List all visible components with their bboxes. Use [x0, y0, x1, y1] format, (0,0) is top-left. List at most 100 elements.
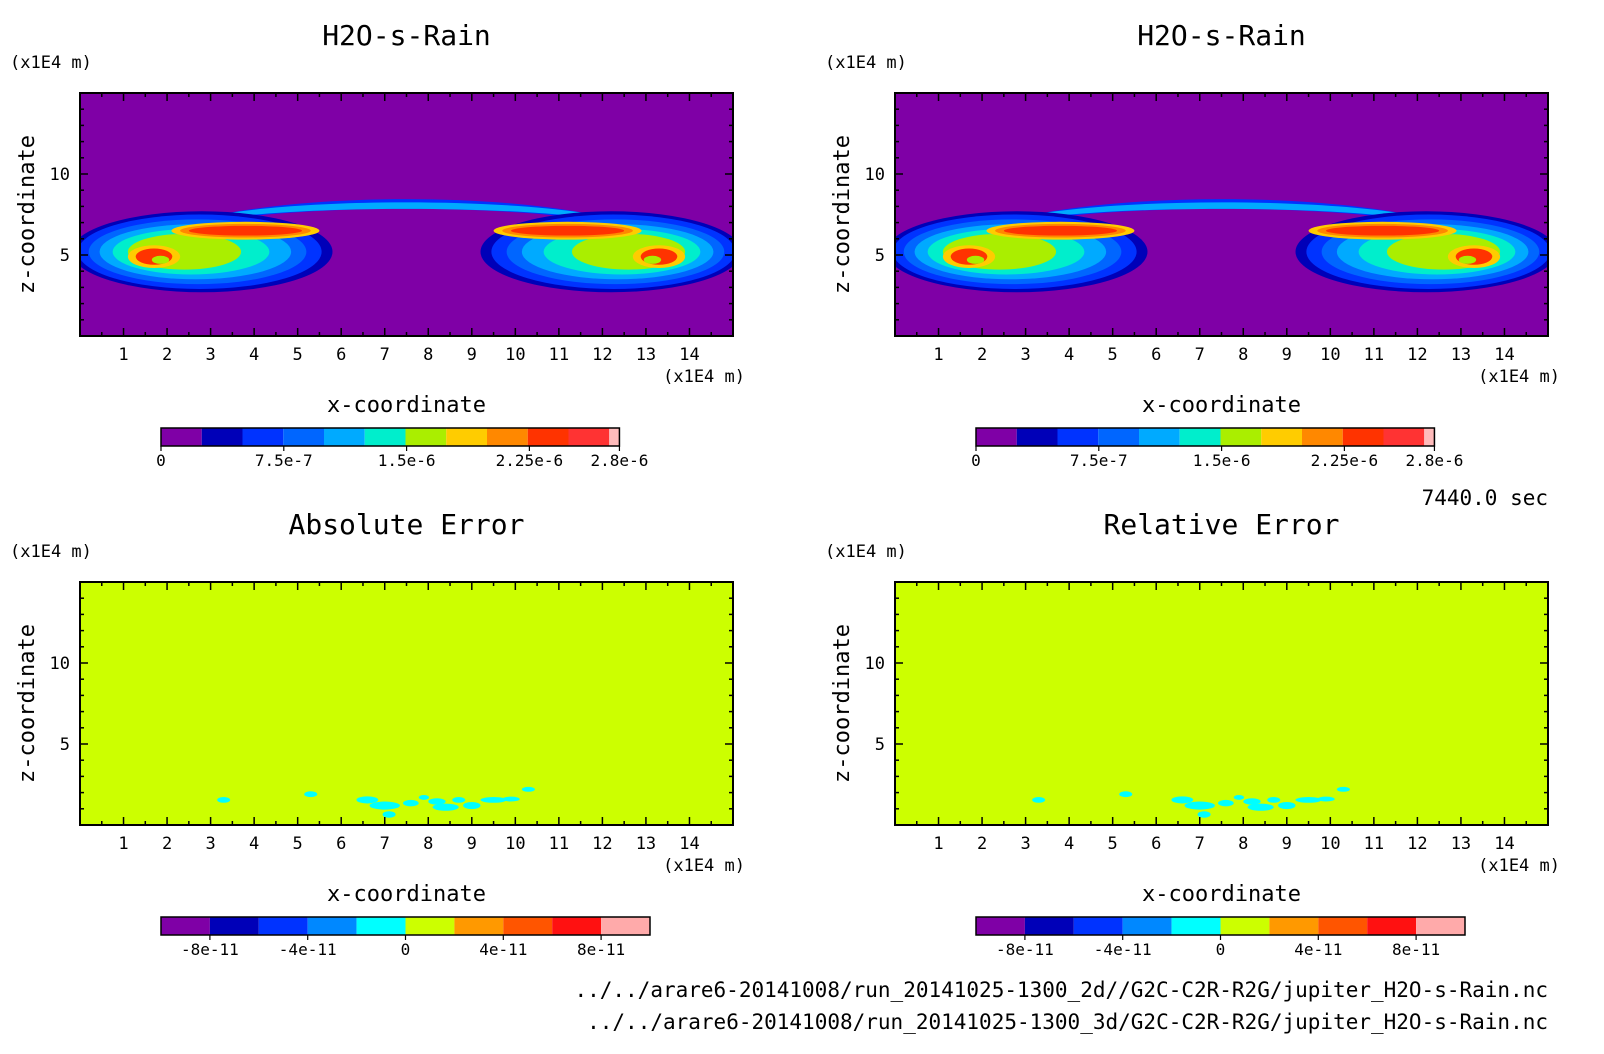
contour-field	[80, 582, 733, 825]
panel-title: Relative Error	[1103, 508, 1339, 541]
error-patch	[1267, 796, 1281, 803]
x-tick-label: 1	[933, 834, 943, 854]
error-patch	[382, 811, 396, 818]
panel-p1: H2O-s-Rain (x1E4 m) (x1E4 m) x-coordinate z-…	[10, 19, 745, 470]
x-tick-label: 3	[1020, 345, 1030, 365]
x-tick-label: 6	[336, 345, 346, 365]
x-tick-label: 5	[1108, 834, 1118, 854]
colorbar: 0 7.5e-7 1.5e-6 2.25e-6 2.8e-6	[156, 427, 648, 470]
colorbar-segment	[976, 917, 1025, 935]
x-tick-label: 12	[1407, 345, 1427, 365]
time-label: 7440.0 sec	[1422, 486, 1548, 510]
canopy-core	[167, 202, 646, 230]
colorbar-segment	[283, 428, 324, 446]
colorbar-segment	[242, 428, 284, 446]
x-tick-label: 5	[293, 834, 303, 854]
colorbar-tick-label: 0	[156, 451, 166, 470]
error-patch	[418, 795, 430, 800]
error-patch	[1197, 811, 1211, 818]
colorbar-segment	[1179, 428, 1221, 446]
error-patch	[356, 796, 379, 804]
error-patch	[403, 799, 419, 807]
colorbar-segment	[1424, 428, 1435, 446]
x-axis-label: x-coordinate	[327, 882, 486, 907]
colorbar-frame	[160, 427, 621, 447]
error-patch	[1278, 801, 1296, 810]
y-unit-label: (x1E4 m)	[10, 53, 92, 73]
colorbar-segment	[976, 428, 1017, 446]
colorbar-segment	[324, 428, 365, 446]
x-tick-label: 4	[1064, 345, 1074, 365]
colorbar-segment	[405, 428, 447, 446]
x-tick-label: 3	[205, 345, 215, 365]
panel-p4: Relative Error (x1E4 m) (x1E4 m) x-coordina…	[825, 508, 1560, 959]
colorbar-segment	[1024, 917, 1074, 935]
error-patch	[521, 786, 535, 792]
colorbar-segment	[1073, 917, 1123, 935]
x-unit-label: (x1E4 m)	[1478, 856, 1560, 876]
colorbar-segment	[1122, 917, 1172, 935]
x-tick-label: 13	[636, 834, 656, 854]
colorbar-tick-label: -8e-11	[181, 940, 239, 959]
x-tick-label: 1	[118, 834, 128, 854]
contour-field	[895, 582, 1548, 825]
x-tick-label: 8	[1238, 345, 1248, 365]
band-core	[510, 225, 625, 236]
x-tick-label: 10	[505, 345, 525, 365]
x-tick-label: 8	[423, 834, 433, 854]
colorbar-segment	[161, 428, 202, 446]
x-tick-label: 2	[162, 834, 172, 854]
colorbar-segment	[1269, 917, 1319, 935]
y-tick-label: 10	[865, 165, 885, 185]
error-patch	[1317, 796, 1335, 802]
colorbar-segment	[161, 917, 210, 935]
x-unit-label: (x1E4 m)	[663, 367, 745, 387]
colorbar-tick-label: 2.25e-6	[496, 451, 563, 470]
colorbar-tick-label: 0	[401, 940, 411, 959]
x-tick-label: 8	[423, 345, 433, 365]
colorbar: -8e-11 -4e-11 0 4e-11 8e-11	[160, 916, 651, 959]
x-tick-label: 5	[293, 345, 303, 365]
y-axis-label: z-coordinate	[15, 135, 40, 294]
x-tick-label: 7	[380, 345, 390, 365]
error-patch	[463, 801, 481, 810]
colorbar-tick-label: -4e-11	[1094, 940, 1152, 959]
x-tick-label: 6	[336, 834, 346, 854]
x-axis-label: x-coordinate	[1142, 393, 1301, 418]
error-patch	[1243, 798, 1261, 805]
band-core	[1003, 225, 1118, 236]
error-patch	[480, 796, 507, 803]
x-tick-label: 14	[1494, 834, 1514, 854]
colorbar-tick-label: 8e-11	[577, 940, 625, 959]
colorbar-segment	[609, 428, 620, 446]
colorbar-tick-label: 0	[1216, 940, 1226, 959]
swirl-eye	[151, 255, 170, 264]
x-tick-label: 2	[162, 345, 172, 365]
x-tick-label: 9	[467, 345, 477, 365]
colorbar-segment	[1383, 428, 1425, 446]
error-patch	[1171, 796, 1194, 804]
y-axis-label: z-coordinate	[830, 624, 855, 783]
x-unit-label: (x1E4 m)	[1478, 367, 1560, 387]
x-tick-label: 13	[1451, 345, 1471, 365]
error-patch	[432, 803, 459, 811]
colorbar-frame	[975, 427, 1436, 447]
colorbar-tick-label: 4e-11	[1294, 940, 1342, 959]
error-patch	[1032, 796, 1046, 803]
y-tick-label: 5	[60, 735, 70, 755]
y-tick-label: 10	[865, 654, 885, 674]
colorbar-tick-label: 8e-11	[1392, 940, 1440, 959]
colorbar-segment	[1261, 428, 1302, 446]
error-patch	[1295, 796, 1322, 803]
y-unit-label: (x1E4 m)	[10, 542, 92, 562]
x-tick-label: 4	[249, 345, 259, 365]
colorbar-segment	[503, 917, 553, 935]
file-path-1: ../../arare6-20141008/run_20141025-1300_…	[574, 978, 1548, 1002]
colorbar-tick-label: 2.25e-6	[1311, 451, 1378, 470]
colorbar-tick-label: 1.5e-6	[378, 451, 436, 470]
x-tick-label: 14	[679, 834, 699, 854]
colorbar-segment	[209, 917, 259, 935]
y-tick-label: 10	[50, 654, 70, 674]
x-tick-label: 11	[549, 345, 569, 365]
